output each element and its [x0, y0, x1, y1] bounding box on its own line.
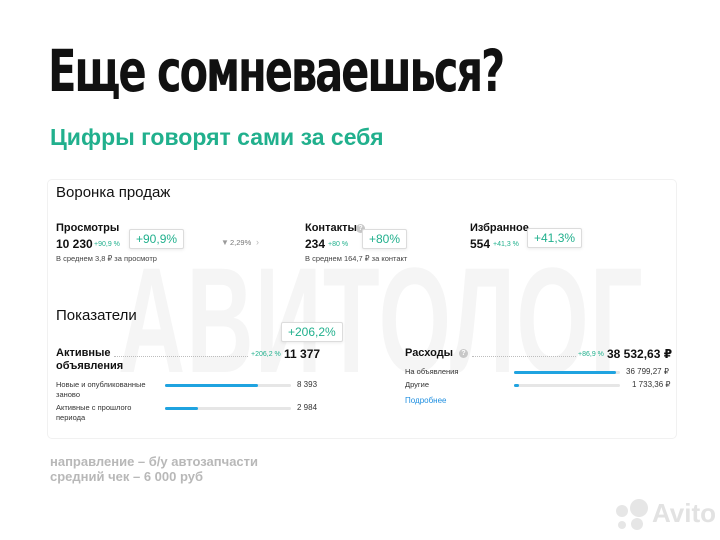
contacts-badge: +80%: [362, 229, 408, 249]
favorites-delta: +41,3 %: [493, 241, 519, 248]
help-icon[interactable]: ?: [356, 224, 365, 233]
avito-logo-text: Avito: [652, 498, 717, 528]
progress-bar-fill: [165, 407, 198, 410]
footer-average-check: средний чек – 6 000 руб: [50, 469, 204, 484]
active-row-label-line2: заново: [56, 390, 80, 399]
active-row-value: 2 984: [297, 403, 318, 412]
views-label: Просмотры: [56, 222, 120, 234]
progress-bar: [165, 407, 291, 410]
progress-bar: [165, 384, 291, 387]
favorites-value: 554: [470, 237, 491, 251]
details-link[interactable]: Подробнее: [405, 396, 447, 405]
contacts-label: Контакты: [305, 222, 357, 234]
expenses-value: 38 532,63 ₽: [607, 347, 673, 361]
contacts-delta: +80 %: [328, 241, 349, 248]
progress-bar-fill: [514, 371, 616, 374]
expenses-row-value: 36 799,27 ₽: [626, 367, 669, 376]
filter-icon: ▼: [221, 238, 229, 247]
active-badge: +206,2%: [281, 322, 343, 342]
headline: Еще сомневаешься?: [48, 37, 505, 105]
active-label-line1: Активные: [56, 347, 111, 359]
subheadline: Цифры говорят сами за себя: [50, 124, 384, 150]
chevron-right-icon: ›: [256, 237, 259, 247]
favorites-badge: +41,3%: [527, 228, 583, 248]
help-icon[interactable]: ?: [459, 349, 468, 358]
progress-bar-fill: [514, 384, 520, 387]
active-row-label-line1: Новые и опубликованные: [56, 380, 146, 389]
indicators-title: Показатели: [56, 307, 137, 324]
watermark: АВИТОЛОГ: [118, 236, 644, 404]
active-row-label: Активные с прошлого периода: [56, 403, 131, 423]
avito-logo-icon: [616, 499, 648, 530]
contacts-average: В среднем 164,7 ₽ за контакт: [305, 254, 408, 263]
funnel-title: Воронка продаж: [56, 184, 171, 201]
dotted-leader: [114, 356, 248, 357]
active-label-line2: объявления: [56, 360, 124, 372]
footer-direction: направление – б/у автозапчасти: [50, 454, 259, 469]
active-delta: +206,2 %: [251, 351, 281, 358]
active-value: 11 377: [284, 347, 321, 361]
active-row-value: 8 393: [297, 380, 318, 389]
favorites-label: Избранное: [470, 222, 529, 234]
active-row-label-line1: Активные с прошлого: [56, 403, 132, 412]
active-row-label-line2: периода: [56, 413, 86, 422]
progress-bar-fill: [165, 384, 259, 387]
active-row-label: Новые и опубликованные заново: [56, 380, 146, 400]
expenses-label: Расходы: [405, 347, 454, 359]
dotted-leader: [472, 356, 576, 357]
expenses-row-value: 1 733,36 ₽: [632, 380, 671, 389]
views-badge: +90,9%: [129, 229, 185, 249]
conversion-rate: 2,29%: [230, 238, 252, 247]
views-delta: +90,9 %: [94, 241, 120, 248]
views-average: В среднем 3,8 ₽ за просмотр: [56, 254, 157, 263]
progress-bar: [514, 384, 620, 387]
progress-bar: [514, 371, 620, 374]
stats-panel: [48, 180, 676, 438]
expenses-delta: +86,9 %: [578, 351, 604, 358]
views-value: 10 230: [56, 237, 93, 251]
expenses-row-label: На объявления: [405, 367, 459, 376]
contacts-value: 234: [305, 237, 326, 251]
expenses-row-label: Другие: [405, 380, 430, 389]
